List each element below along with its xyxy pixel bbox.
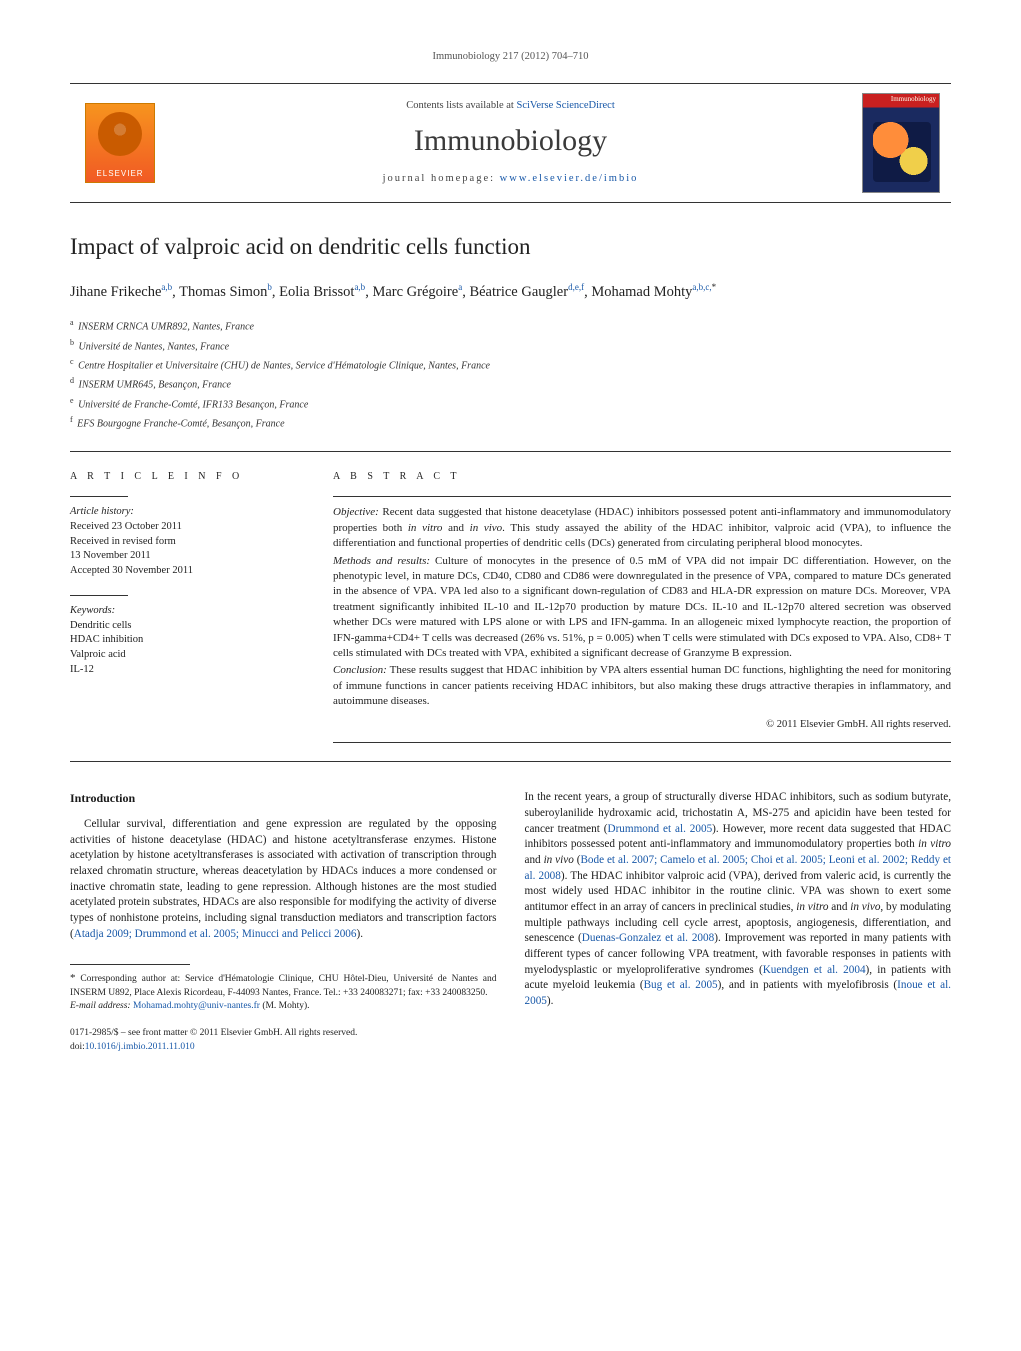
journal-name: Immunobiology <box>414 120 607 162</box>
introduction-head: Introduction <box>70 790 497 807</box>
corresponding-footnote: * Corresponding author at: Service d'Hém… <box>70 971 497 1013</box>
footnote-rule <box>70 964 190 965</box>
affiliation-item: b Université de Nantes, Nantes, France <box>70 337 951 354</box>
cover-thumb-label: Immunobiology <box>891 95 936 105</box>
author-list: Jihane Frikechea,b, Thomas Simonb, Eolia… <box>70 281 951 304</box>
abstract-objective: Objective: Recent data suggested that hi… <box>333 505 951 551</box>
keyword-item: HDAC inhibition <box>70 633 305 648</box>
keyword-item: Valproic acid <box>70 648 305 663</box>
affiliation-item: c Centre Hospitalier et Universitaire (C… <box>70 356 951 373</box>
elsevier-logo: ELSEVIER <box>85 103 155 183</box>
short-rule <box>70 496 128 497</box>
section-rule <box>70 451 951 452</box>
publisher-logo-cell: ELSEVIER <box>70 84 170 202</box>
masthead-center: Contents lists available at SciVerse Sci… <box>170 84 851 202</box>
abstract-copyright: © 2011 Elsevier GmbH. All rights reserve… <box>333 718 951 733</box>
keyword-item: Dendritic cells <box>70 619 305 634</box>
citation-link[interactable]: Bode et al. 2007; Camelo et al. 2005; Ch… <box>525 854 952 882</box>
masthead: ELSEVIER Contents lists available at Sci… <box>70 83 951 203</box>
keyword-item: IL-12 <box>70 663 305 678</box>
cover-cell: Immunobiology <box>851 84 951 202</box>
elsevier-logo-text: ELSEVIER <box>96 168 143 179</box>
star-icon: * <box>70 972 76 984</box>
abstract-body: Objective: Recent data suggested that hi… <box>333 505 951 732</box>
citation-link[interactable]: Kuendgen et al. 2004 <box>763 964 866 976</box>
history-revised: Received in revised form <box>70 535 305 550</box>
info-abstract-row: A R T I C L E I N F O Article history: R… <box>70 470 951 743</box>
sciencedirect-link[interactable]: SciVerse ScienceDirect <box>516 100 614 111</box>
keywords-block: Keywords: Dendritic cells HDAC inhibitio… <box>70 604 305 677</box>
citation-link[interactable]: Duenas-Gonzalez et al. 2008 <box>582 932 714 944</box>
short-rule <box>70 595 128 596</box>
affiliation-item: f EFS Bourgogne Franche-Comté, Besançon,… <box>70 414 951 431</box>
corresponding-text: Corresponding author at: Service d'Hémat… <box>70 974 497 997</box>
abstract-column: A B S T R A C T Objective: Recent data s… <box>333 470 951 743</box>
affiliation-item: e Université de Franche-Comté, IFR133 Be… <box>70 395 951 412</box>
section-rule <box>70 761 951 762</box>
citation-link[interactable]: Inoue et al. 2005 <box>525 979 951 1007</box>
doi-label: doi: <box>70 1042 85 1052</box>
abstract-head: A B S T R A C T <box>333 470 951 484</box>
citation-link[interactable]: Atadja 2009; Drummond et al. 2005; Minuc… <box>74 928 357 940</box>
doi-block: 0171-2985/$ – see front matter © 2011 El… <box>70 1027 497 1054</box>
article-info-head: A R T I C L E I N F O <box>70 470 305 484</box>
doi-link[interactable]: 10.1016/j.imbio.2011.11.010 <box>85 1042 195 1052</box>
journal-homepage-link[interactable]: www.elsevier.de/imbio <box>500 173 639 184</box>
front-matter-line: 0171-2985/$ – see front matter © 2011 El… <box>70 1027 497 1040</box>
corresponding-email-link[interactable]: Mohamad.mohty@univ-nantes.fr <box>133 1001 260 1011</box>
history-label: Article history: <box>70 505 305 520</box>
email-label: E-mail address: <box>70 1001 133 1011</box>
journal-homepage-line: journal homepage: www.elsevier.de/imbio <box>383 172 639 187</box>
affiliation-list: a INSERM CRNCA UMR892, Nantes, France b U… <box>70 317 951 431</box>
history-accepted: Accepted 30 November 2011 <box>70 564 305 579</box>
citation-link[interactable]: Drummond et al. 2005 <box>608 823 713 835</box>
journal-cover-thumb: Immunobiology <box>862 93 940 193</box>
short-rule <box>333 496 951 497</box>
keywords-label: Keywords: <box>70 604 305 619</box>
email-tail: (M. Mohty). <box>260 1001 310 1011</box>
article-history: Article history: Received 23 October 201… <box>70 505 305 578</box>
history-received: Received 23 October 2011 <box>70 520 305 535</box>
abstract-methods: Methods and results: Culture of monocyte… <box>333 554 951 662</box>
intro-paragraph: Cellular survival, differentiation and g… <box>70 817 497 942</box>
article-info-column: A R T I C L E I N F O Article history: R… <box>70 470 305 743</box>
affiliation-item: a INSERM CRNCA UMR892, Nantes, France <box>70 317 951 334</box>
affiliation-item: d INSERM UMR645, Besançon, France <box>70 375 951 392</box>
homepage-prefix: journal homepage: <box>383 173 500 184</box>
citation-link[interactable]: Bug et al. 2005 <box>644 979 718 991</box>
short-rule <box>333 742 951 743</box>
history-revised-date: 13 November 2011 <box>70 549 305 564</box>
intro-paragraph: In the recent years, a group of structur… <box>525 790 952 1009</box>
article-title: Impact of valproic acid on dendritic cel… <box>70 231 951 263</box>
body-columns: Introduction Cellular survival, differen… <box>70 790 951 1054</box>
abstract-conclusion: Conclusion: These results suggest that H… <box>333 663 951 709</box>
availability-line: Contents lists available at SciVerse Sci… <box>406 99 614 114</box>
availability-prefix: Contents lists available at <box>406 100 516 111</box>
running-head: Immunobiology 217 (2012) 704–710 <box>70 50 951 65</box>
